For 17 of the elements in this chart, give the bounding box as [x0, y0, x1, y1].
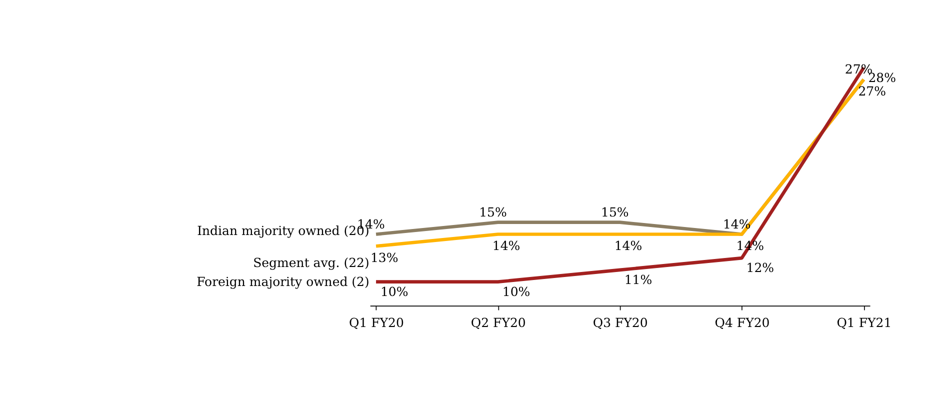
data-label: 12%	[746, 260, 774, 276]
data-label: 15%	[479, 204, 507, 220]
data-label: 11%	[624, 272, 652, 288]
data-label: 14%	[492, 238, 520, 254]
data-label: 14%	[614, 238, 642, 254]
data-label: 10%	[380, 284, 408, 300]
data-label: 10%	[502, 284, 530, 300]
x-tick-label: Q2 FY20	[470, 314, 526, 330]
x-tick-label: Q1 FY21	[836, 314, 892, 330]
data-label: 13%	[370, 250, 398, 265]
x-tick-label: Q4 FY20	[714, 314, 770, 330]
x-tick-label: Q1 FY20	[348, 314, 404, 330]
series-label: Foreign majority owned (2)	[196, 274, 370, 290]
data-label: 27%	[858, 83, 886, 98]
x-tick-label: Q3 FY20	[592, 314, 648, 330]
data-label: 15%	[601, 204, 629, 220]
series-label: Segment avg. (22)	[253, 254, 370, 270]
